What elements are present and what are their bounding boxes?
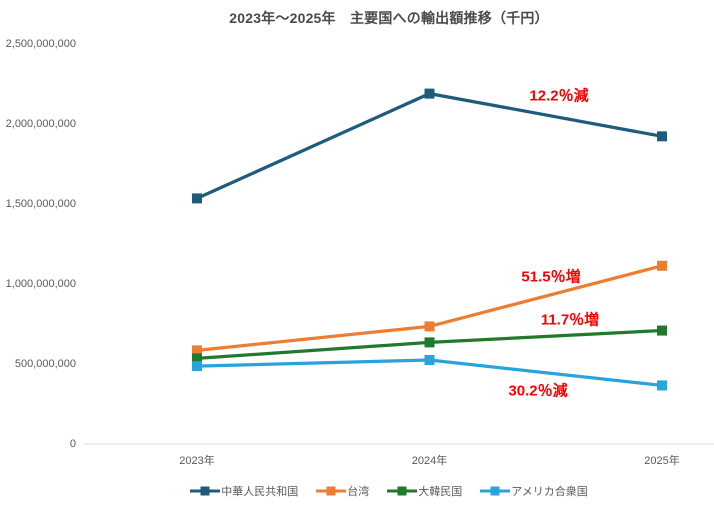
chart-title: 2023年〜2025年 主要国への輸出額推移（千円） (229, 10, 549, 26)
legend-item-0: 中華人民共和国 (190, 483, 298, 499)
legend-item-3: アメリカ合衆国 (480, 483, 588, 499)
legend-item-2: 大韓民国 (387, 483, 462, 499)
line-series-0 (196, 91, 663, 200)
legend-label: 中華人民共和国 (221, 486, 299, 498)
data-point-marker-2-0 (192, 353, 202, 364)
data-point-marker-1-1 (424, 321, 435, 332)
data-point-marker-0-0 (192, 193, 202, 204)
annotation-0: 12.2％減 (529, 87, 589, 105)
data-point-marker-0-2 (657, 131, 667, 142)
y-tick-label: 1,000,000,000 (5, 277, 76, 290)
y-tick-label: 2,000,000,000 (5, 117, 76, 130)
data-point-marker-3-2 (657, 380, 667, 391)
data-point-marker-0-1 (424, 88, 435, 99)
legend: 中華人民共和国 台湾 大韓民国 アメリカ合衆国 (64, 483, 714, 499)
legend-label: 大韓民国 (418, 486, 463, 498)
data-point-marker-3-1 (424, 355, 435, 365)
y-tick-label: 2,500,000,000 (5, 37, 76, 50)
data-point-marker-3-0 (192, 361, 202, 372)
legend-label: アメリカ合衆国 (511, 486, 588, 498)
legend-marker-icon (316, 486, 347, 496)
data-point-marker-1-2 (657, 260, 667, 271)
x-tick-label: 2023年 (179, 455, 215, 467)
legend-marker-icon (480, 486, 511, 496)
data-point-marker-2-1 (424, 337, 435, 348)
x-tick-label: 2024年 (411, 455, 448, 467)
legend-item-1: 台湾 (316, 483, 369, 499)
legend-label: 台湾 (347, 486, 370, 498)
data-point-marker-1-0 (192, 345, 202, 356)
legend-marker-icon (190, 486, 221, 496)
annotation-2: 11.7％増 (540, 311, 600, 329)
data-point-marker-2-2 (657, 325, 667, 336)
annotation-1: 51.5％増 (521, 268, 581, 286)
y-tick-label: 500,000,000 (14, 357, 76, 370)
y-tick-label: 0 (69, 437, 76, 450)
x-tick-label: 2025年 (644, 455, 680, 467)
y-tick-label: 1,500,000,000 (5, 197, 76, 210)
annotation-3: 30.2％減 (508, 382, 568, 400)
legend-marker-icon (387, 486, 418, 496)
